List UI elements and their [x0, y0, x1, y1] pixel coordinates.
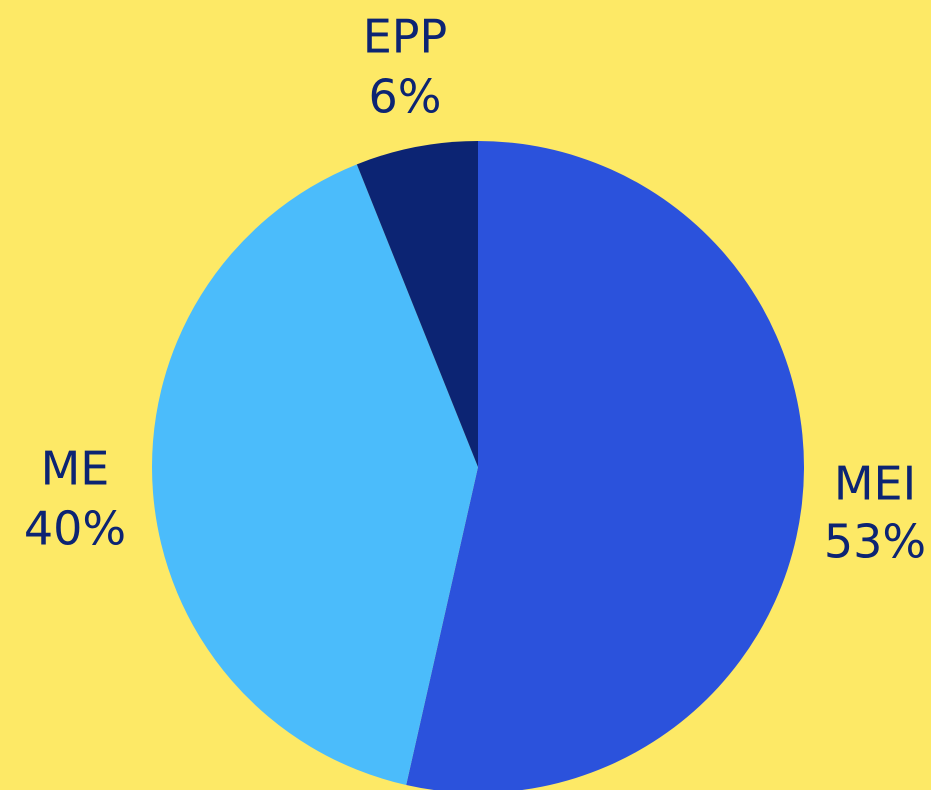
slice-label: EPP: [363, 10, 448, 64]
slice-value-label: 6%: [369, 70, 442, 124]
pie-slice: [406, 141, 804, 790]
slice-label: MEI: [834, 457, 916, 511]
slice-label: ME: [41, 442, 110, 496]
slice-value-label: 40%: [24, 502, 126, 556]
pie-slice: [356, 141, 478, 467]
pie-slice: [151, 164, 478, 785]
slice-value-label: 53%: [824, 515, 926, 569]
